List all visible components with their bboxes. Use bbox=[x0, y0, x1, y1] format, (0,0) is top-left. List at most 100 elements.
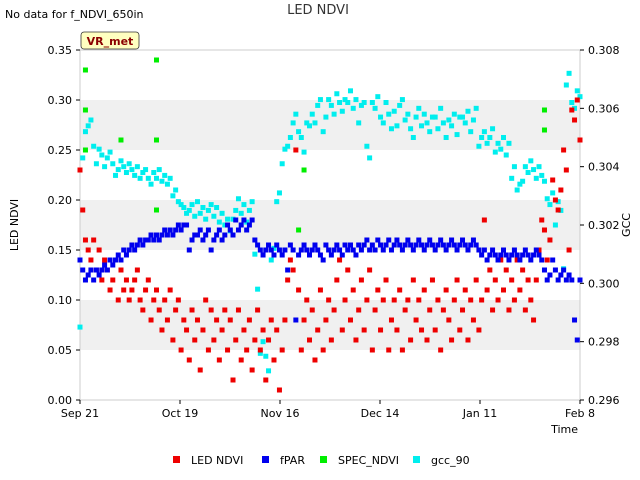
data-point bbox=[408, 126, 414, 132]
data-point bbox=[249, 199, 255, 205]
data-point bbox=[427, 307, 433, 313]
data-point bbox=[386, 347, 392, 353]
data-point bbox=[203, 297, 209, 303]
data-point bbox=[479, 252, 485, 258]
data-point bbox=[211, 213, 217, 219]
data-point bbox=[462, 242, 468, 248]
data-point bbox=[309, 247, 315, 253]
data-point bbox=[219, 327, 225, 333]
data-point bbox=[481, 129, 487, 135]
data-point bbox=[528, 158, 534, 164]
y2-tick-label: 0.298 bbox=[588, 336, 620, 349]
data-point bbox=[287, 242, 293, 248]
data-point bbox=[470, 317, 476, 323]
data-point bbox=[492, 277, 498, 283]
data-point bbox=[276, 387, 282, 393]
data-point bbox=[263, 353, 269, 359]
data-point bbox=[397, 242, 403, 248]
data-point bbox=[99, 277, 105, 283]
x-tick-label: Sep 21 bbox=[61, 407, 99, 420]
legend-label: fPAR bbox=[280, 454, 305, 467]
data-point bbox=[435, 297, 441, 303]
data-point bbox=[410, 247, 416, 253]
data-point bbox=[260, 327, 266, 333]
data-point bbox=[197, 227, 203, 233]
data-point bbox=[334, 242, 340, 248]
data-point bbox=[517, 257, 523, 263]
data-point bbox=[328, 102, 334, 108]
data-point bbox=[279, 347, 285, 353]
data-point bbox=[230, 216, 236, 222]
left-axis-ticks: 0.00 0.05 0.10 0.15 0.20 0.25 0.30 0.35 bbox=[48, 44, 80, 407]
data-point bbox=[572, 317, 578, 323]
data-point bbox=[216, 219, 222, 225]
data-point bbox=[383, 100, 389, 105]
legend-label: LED NDVI bbox=[191, 454, 243, 467]
data-point bbox=[492, 252, 498, 258]
series-led-ndvi bbox=[77, 97, 583, 393]
data-point bbox=[394, 237, 400, 243]
data-point bbox=[361, 242, 367, 248]
data-point bbox=[82, 277, 88, 283]
data-point bbox=[82, 129, 88, 135]
data-point bbox=[255, 286, 261, 292]
y-tick-label: 0.30 bbox=[48, 94, 73, 107]
data-point bbox=[315, 102, 321, 108]
data-point bbox=[503, 252, 509, 258]
data-point bbox=[164, 181, 170, 187]
data-point bbox=[230, 232, 236, 238]
data-point bbox=[558, 272, 564, 278]
data-point bbox=[102, 164, 108, 170]
data-point bbox=[241, 327, 247, 333]
data-point bbox=[323, 317, 329, 323]
data-point bbox=[143, 167, 149, 173]
data-point bbox=[358, 247, 364, 253]
data-point bbox=[126, 247, 132, 253]
data-point bbox=[369, 242, 375, 248]
data-point bbox=[156, 237, 162, 243]
data-point bbox=[307, 123, 313, 129]
data-point bbox=[345, 267, 351, 273]
data-point bbox=[148, 232, 154, 238]
data-point bbox=[181, 222, 187, 228]
data-point bbox=[263, 247, 269, 253]
data-point bbox=[364, 143, 370, 149]
data-point bbox=[328, 337, 334, 343]
data-point bbox=[227, 317, 233, 323]
data-point bbox=[498, 252, 504, 258]
data-point bbox=[301, 167, 307, 173]
shaded-bands bbox=[80, 100, 580, 350]
data-point bbox=[82, 67, 88, 73]
data-point bbox=[533, 175, 539, 181]
data-point bbox=[429, 242, 435, 248]
data-point bbox=[148, 317, 154, 323]
data-point bbox=[563, 167, 569, 173]
data-point bbox=[492, 149, 498, 155]
data-point bbox=[102, 262, 108, 268]
data-point bbox=[88, 117, 94, 123]
data-point bbox=[397, 102, 403, 108]
data-point bbox=[531, 167, 537, 173]
data-point bbox=[522, 307, 528, 313]
data-point bbox=[421, 247, 427, 253]
data-point bbox=[194, 317, 200, 323]
data-point bbox=[421, 287, 427, 293]
data-point bbox=[159, 327, 165, 333]
data-point bbox=[457, 114, 463, 120]
data-point bbox=[481, 247, 487, 253]
data-point bbox=[345, 247, 351, 253]
data-point bbox=[350, 287, 356, 293]
data-point bbox=[435, 126, 441, 132]
data-point bbox=[517, 287, 523, 293]
data-point bbox=[107, 149, 113, 155]
data-point bbox=[399, 347, 405, 353]
data-point bbox=[326, 247, 332, 253]
y-tick-label: 0.00 bbox=[48, 394, 73, 407]
data-point bbox=[413, 242, 419, 248]
data-point bbox=[500, 135, 506, 140]
data-point bbox=[367, 247, 373, 253]
data-point bbox=[378, 114, 384, 120]
data-point bbox=[522, 247, 528, 253]
data-point bbox=[137, 175, 143, 181]
data-point bbox=[266, 242, 272, 248]
